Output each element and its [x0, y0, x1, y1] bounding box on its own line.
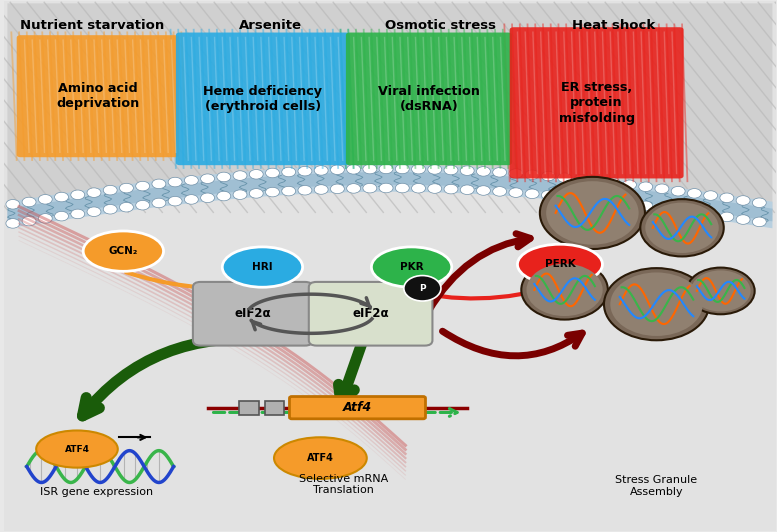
Circle shape — [525, 170, 539, 179]
FancyBboxPatch shape — [510, 27, 684, 178]
Circle shape — [71, 190, 85, 200]
FancyBboxPatch shape — [17, 35, 179, 157]
Circle shape — [38, 195, 52, 204]
Text: ATF4: ATF4 — [307, 453, 334, 463]
Text: eIF2α: eIF2α — [352, 307, 389, 320]
Circle shape — [546, 181, 639, 245]
Text: ISR gene expression: ISR gene expression — [40, 487, 153, 497]
Circle shape — [622, 180, 636, 189]
Circle shape — [217, 172, 231, 182]
Circle shape — [590, 176, 604, 186]
Circle shape — [282, 186, 296, 196]
Circle shape — [646, 203, 719, 253]
Circle shape — [639, 201, 653, 211]
Text: Nutrient starvation: Nutrient starvation — [20, 19, 165, 32]
Circle shape — [752, 217, 766, 227]
Circle shape — [38, 214, 52, 223]
Circle shape — [527, 264, 603, 316]
Circle shape — [428, 165, 441, 174]
Circle shape — [412, 184, 426, 193]
Circle shape — [444, 165, 458, 175]
Circle shape — [395, 164, 409, 174]
Circle shape — [688, 188, 702, 198]
Circle shape — [509, 169, 523, 178]
Circle shape — [168, 196, 182, 206]
Circle shape — [606, 178, 620, 187]
Text: GCN₂: GCN₂ — [109, 246, 138, 256]
Circle shape — [752, 198, 766, 207]
Circle shape — [688, 207, 702, 217]
Circle shape — [590, 195, 604, 205]
Circle shape — [363, 184, 377, 193]
Text: PKR: PKR — [399, 262, 423, 272]
Circle shape — [200, 174, 214, 184]
Circle shape — [574, 174, 587, 184]
Circle shape — [639, 182, 653, 192]
Circle shape — [687, 268, 754, 314]
Circle shape — [720, 193, 733, 203]
Circle shape — [412, 164, 426, 174]
Circle shape — [363, 164, 377, 174]
Circle shape — [704, 210, 718, 219]
FancyBboxPatch shape — [176, 32, 350, 165]
Circle shape — [298, 186, 312, 195]
Circle shape — [330, 165, 344, 174]
Circle shape — [606, 197, 620, 206]
Text: ATF4: ATF4 — [64, 445, 89, 454]
Circle shape — [540, 177, 645, 249]
Text: Amino acid
deprivation: Amino acid deprivation — [56, 82, 139, 111]
Circle shape — [87, 188, 101, 197]
FancyBboxPatch shape — [193, 282, 312, 346]
Circle shape — [542, 190, 556, 200]
Bar — [239, 401, 259, 415]
Ellipse shape — [222, 247, 302, 287]
Circle shape — [379, 183, 393, 193]
Circle shape — [249, 189, 263, 198]
Circle shape — [87, 207, 101, 217]
Circle shape — [525, 189, 539, 198]
Circle shape — [574, 194, 587, 203]
Circle shape — [314, 165, 328, 175]
Circle shape — [610, 272, 702, 336]
Circle shape — [152, 179, 166, 189]
Circle shape — [604, 268, 709, 340]
Circle shape — [379, 164, 393, 173]
Circle shape — [622, 199, 636, 209]
Circle shape — [521, 260, 608, 320]
Polygon shape — [8, 165, 772, 228]
Circle shape — [6, 200, 19, 209]
Circle shape — [184, 195, 198, 204]
Text: Atf4: Atf4 — [343, 401, 372, 414]
Circle shape — [54, 192, 68, 202]
Circle shape — [671, 205, 685, 215]
Circle shape — [655, 203, 669, 213]
Circle shape — [22, 197, 36, 207]
Circle shape — [395, 183, 409, 193]
Text: PERK: PERK — [545, 260, 575, 269]
Circle shape — [6, 219, 19, 228]
Circle shape — [558, 173, 572, 182]
Ellipse shape — [274, 437, 367, 479]
Circle shape — [233, 171, 247, 180]
FancyBboxPatch shape — [308, 282, 433, 346]
Circle shape — [476, 186, 490, 195]
Circle shape — [152, 198, 166, 207]
Circle shape — [542, 171, 556, 181]
Circle shape — [266, 168, 280, 178]
Text: Stress Granule
Assembly: Stress Granule Assembly — [615, 475, 698, 497]
Text: Heme deficiency
(erythroid cells): Heme deficiency (erythroid cells) — [204, 85, 322, 113]
Circle shape — [509, 188, 523, 197]
FancyBboxPatch shape — [290, 396, 426, 419]
Circle shape — [136, 201, 150, 210]
Text: eIF2α: eIF2α — [235, 307, 271, 320]
Circle shape — [103, 204, 117, 214]
Circle shape — [71, 209, 85, 219]
Circle shape — [136, 181, 150, 191]
Circle shape — [314, 185, 328, 194]
Circle shape — [460, 166, 474, 176]
Circle shape — [493, 168, 507, 177]
Circle shape — [200, 193, 214, 203]
Circle shape — [736, 196, 750, 205]
Circle shape — [266, 187, 280, 197]
